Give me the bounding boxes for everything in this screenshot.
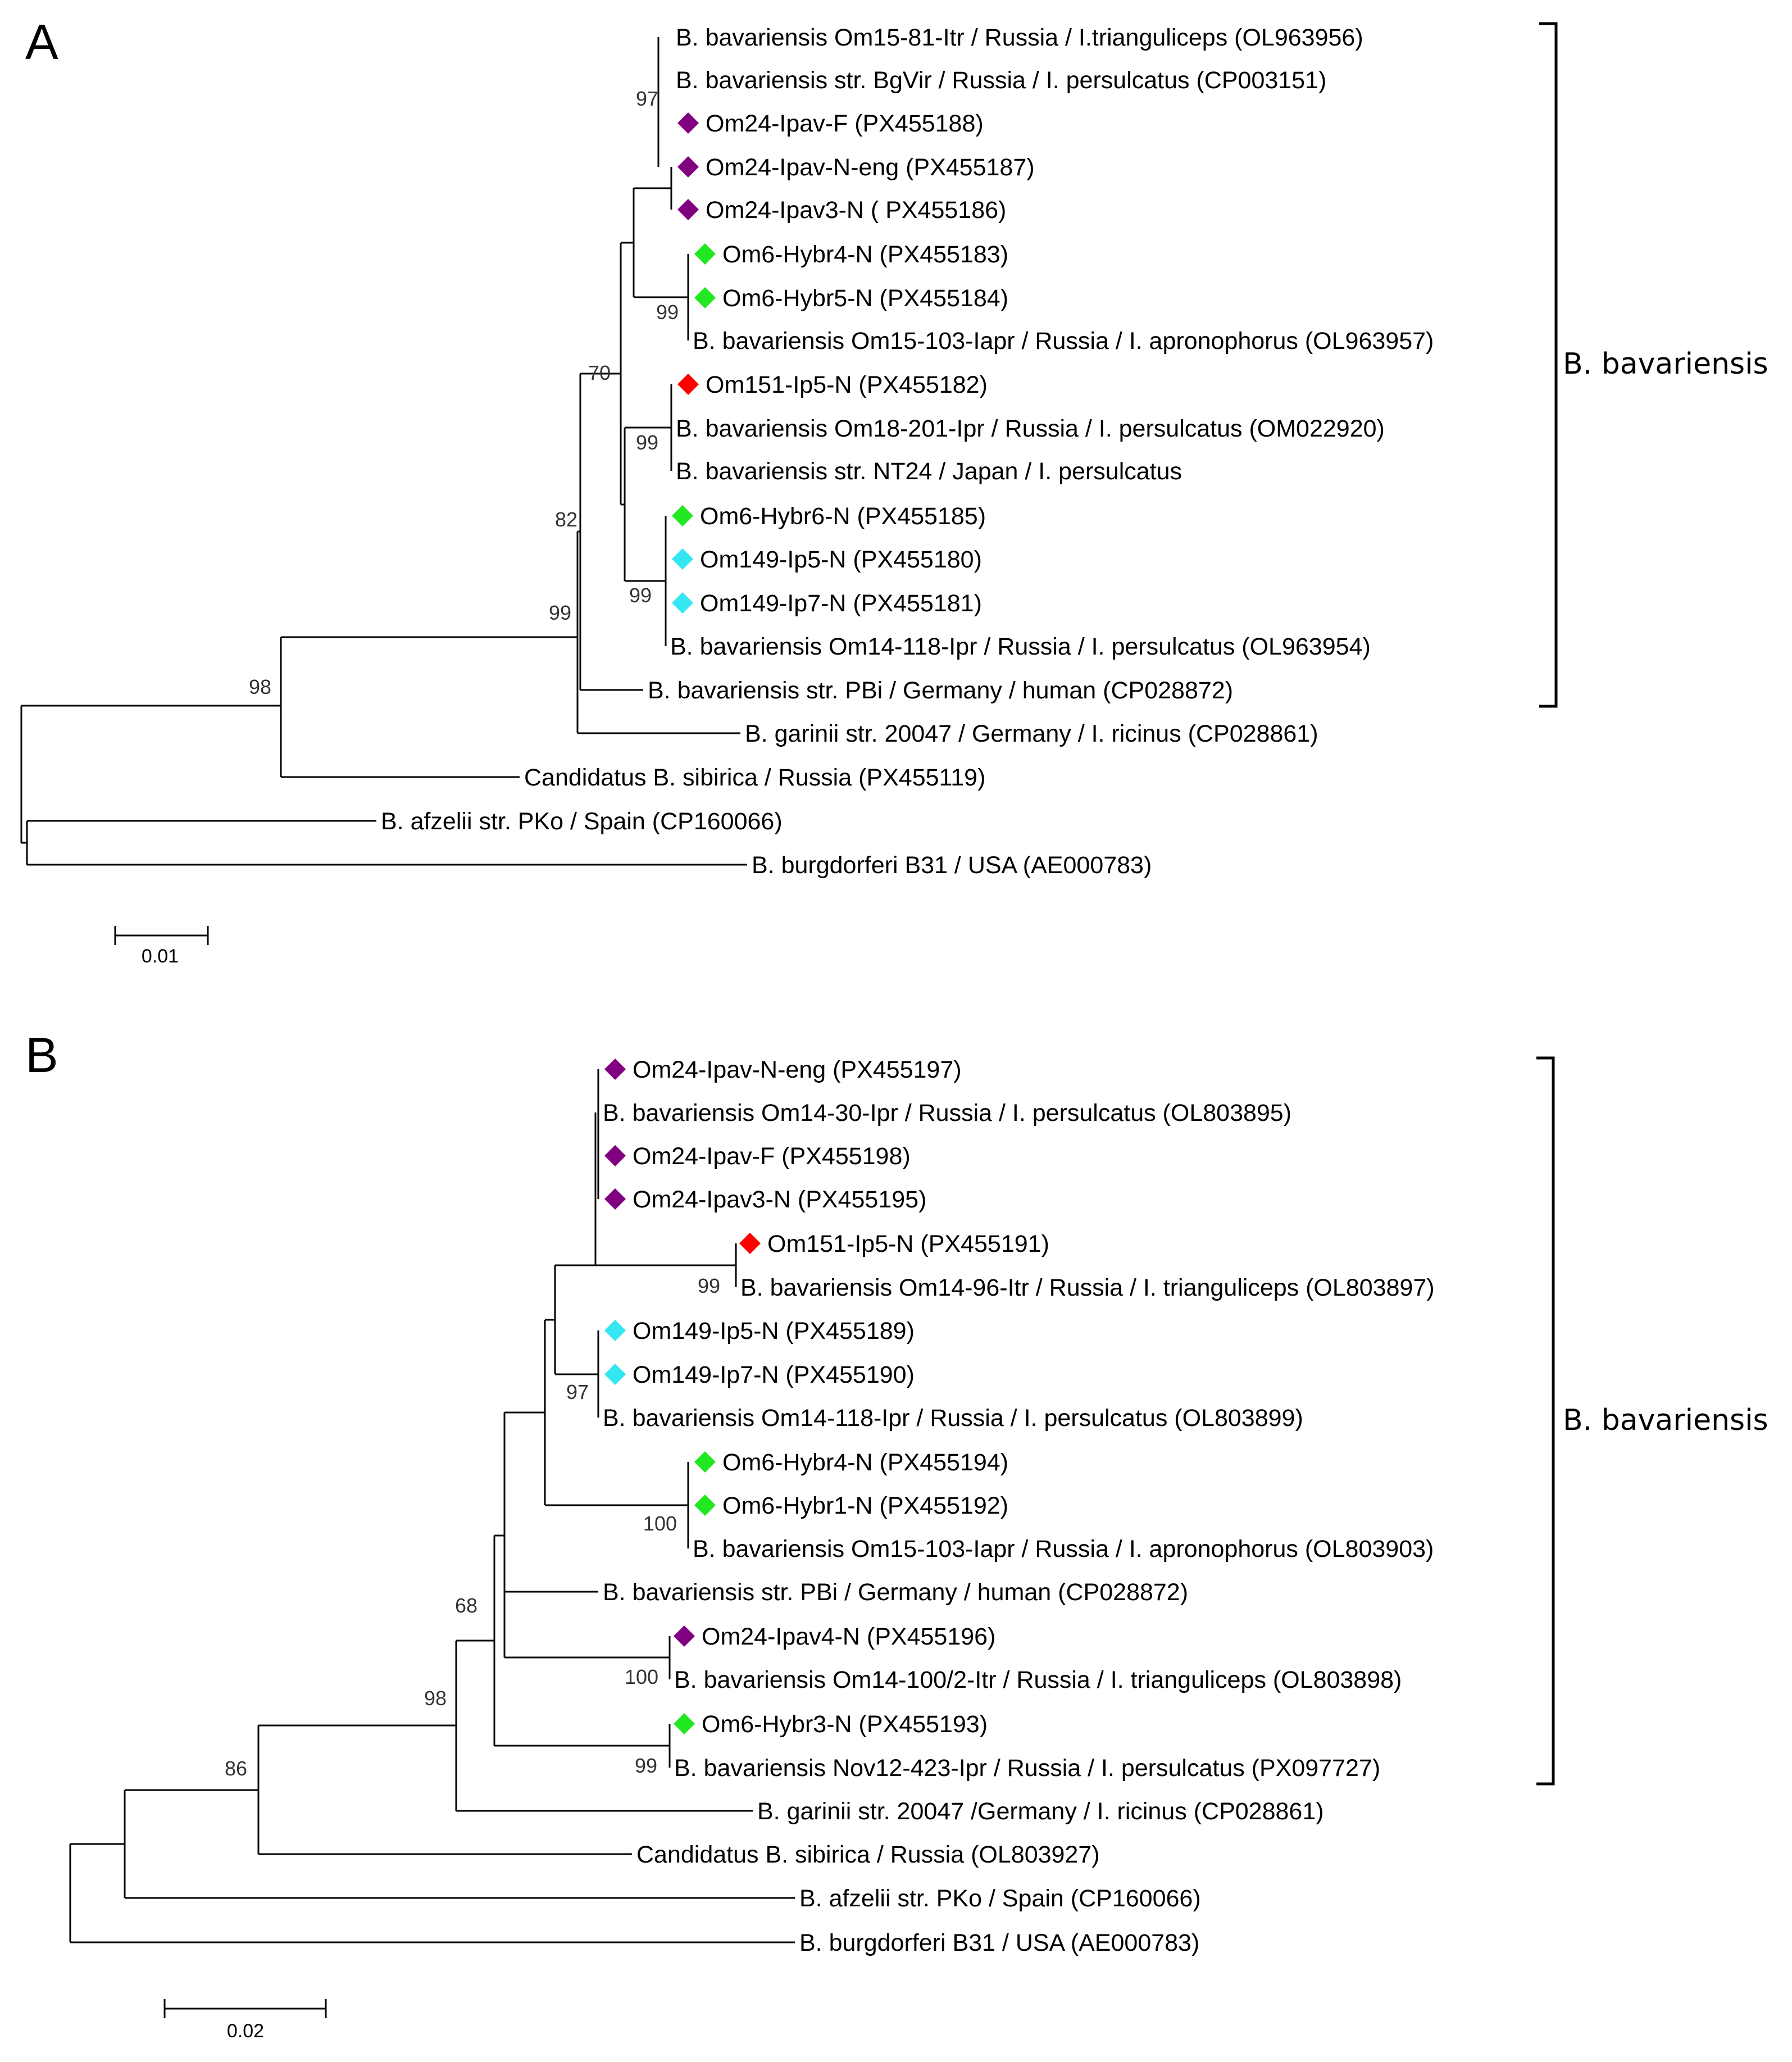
leaf-label: B. bavariensis Om15-81-Itr / Russia / I.… bbox=[676, 24, 1363, 51]
bootstrap-value: 86 bbox=[225, 1757, 247, 1780]
panel-b-scale-label: 0.02 bbox=[227, 2020, 264, 2042]
leaf-label: B. garinii str. 20047 /Germany / I. rici… bbox=[757, 1798, 1324, 1825]
bootstrap-value: 68 bbox=[455, 1594, 477, 1617]
leaf-label: B. garinii str. 20047 / Germany / I. ric… bbox=[745, 720, 1318, 747]
leaf-label: Om24-Ipav3-N (PX455195) bbox=[633, 1186, 926, 1213]
bootstrap-value: 99 bbox=[656, 301, 679, 324]
bootstrap-value: 100 bbox=[625, 1665, 658, 1688]
leaf-label: Om151-Ip5-N (PX455191) bbox=[767, 1230, 1049, 1257]
green-diamond-marker bbox=[694, 1451, 716, 1473]
bootstrap-value: 98 bbox=[249, 675, 271, 698]
bootstrap-value: 70 bbox=[588, 361, 611, 384]
leaf-label: B. bavariensis Om15-103-Iapr / Russia / … bbox=[693, 1536, 1434, 1563]
panel-b-clade-label: B. bavariensis bbox=[1563, 1404, 1768, 1437]
cyan-diamond-marker bbox=[672, 592, 693, 614]
panel-a-markers bbox=[672, 112, 716, 614]
leaf-label: B. bavariensis str. BgVir / Russia / I. … bbox=[676, 67, 1326, 94]
purple-diamond-marker bbox=[604, 1145, 626, 1166]
bootstrap-value: 82 bbox=[555, 508, 577, 531]
green-diamond-marker bbox=[672, 505, 693, 526]
panel-b-scale-bar: 0.02 bbox=[163, 1999, 327, 2042]
leaf-label: B. bavariensis str. PBi / Germany / huma… bbox=[648, 677, 1233, 704]
leaf-label: Om24-Ipav-F (PX455198) bbox=[633, 1143, 911, 1170]
red-diamond-marker bbox=[739, 1233, 761, 1254]
panel-b-bootstrap-values: 99 97 100 100 99 68 98 86 bbox=[225, 1274, 720, 1780]
purple-diamond-marker bbox=[677, 199, 699, 220]
leaf-label: B. bavariensis Nov12-423-Ipr / Russia / … bbox=[674, 1755, 1380, 1782]
leaf-label: Om24-Ipav-N-eng (PX455187) bbox=[706, 154, 1035, 181]
cyan-diamond-marker bbox=[672, 548, 693, 570]
leaf-label: Om6-Hybr4-N (PX455183) bbox=[722, 241, 1008, 268]
cyan-diamond-marker bbox=[604, 1320, 626, 1341]
panel-a-tree: A B. bavariensis Om15-81-Itr / Russia / … bbox=[20, 14, 1768, 967]
panel-a-leaf-labels: B. bavariensis Om15-81-Itr / Russia / I.… bbox=[381, 24, 1434, 879]
panel-a-branches bbox=[20, 37, 747, 866]
leaf-label: B. bavariensis Om18-201-Ipr / Russia / I… bbox=[676, 415, 1385, 442]
leaf-label: Om24-Ipav-F (PX455188) bbox=[706, 110, 984, 137]
leaf-label: Om149-Ip5-N (PX455180) bbox=[700, 546, 982, 573]
panel-a-letter: A bbox=[25, 14, 58, 70]
green-diamond-marker bbox=[694, 243, 716, 265]
purple-diamond-marker bbox=[604, 1188, 626, 1210]
leaf-label: Om149-Ip5-N (PX455189) bbox=[633, 1318, 915, 1345]
leaf-label: Om149-Ip7-N (PX455190) bbox=[633, 1361, 915, 1388]
leaf-label: Om24-Ipav4-N (PX455196) bbox=[702, 1623, 995, 1650]
leaf-label: Om6-Hybr3-N (PX455193) bbox=[702, 1711, 988, 1738]
bootstrap-value: 100 bbox=[643, 1512, 677, 1535]
bootstrap-value: 99 bbox=[549, 601, 571, 624]
purple-diamond-marker bbox=[674, 1625, 695, 1647]
bootstrap-value: 97 bbox=[636, 87, 658, 110]
bootstrap-value: 99 bbox=[636, 431, 658, 454]
panel-a-scale-label: 0.01 bbox=[142, 946, 179, 967]
purple-diamond-marker bbox=[604, 1059, 626, 1080]
leaf-label: B. bavariensis Om14-30-Ipr / Russia / I.… bbox=[603, 1100, 1291, 1127]
bootstrap-value: 99 bbox=[635, 1754, 657, 1777]
bootstrap-value: 99 bbox=[629, 584, 652, 607]
bootstrap-value: 98 bbox=[424, 1687, 447, 1710]
cyan-diamond-marker bbox=[604, 1364, 626, 1385]
leaf-label: B. bavariensis Om14-118-Ipr / Russia / I… bbox=[603, 1405, 1303, 1432]
green-diamond-marker bbox=[694, 1495, 716, 1516]
leaf-label: Om6-Hybr1-N (PX455192) bbox=[722, 1492, 1008, 1519]
panel-a-clade-bracket bbox=[1539, 22, 1558, 708]
leaf-label: B. burgdorferi B31 / USA (AE000783) bbox=[752, 852, 1152, 879]
purple-diamond-marker bbox=[677, 156, 699, 178]
leaf-label: B. bavariensis str. PBi / Germany / huma… bbox=[603, 1579, 1188, 1606]
leaf-label: Candidatus B. sibirica / Russia (OL80392… bbox=[636, 1841, 1100, 1868]
leaf-label: Candidatus B. sibirica / Russia (PX45511… bbox=[524, 764, 985, 791]
green-diamond-marker bbox=[674, 1713, 695, 1734]
bootstrap-value: 97 bbox=[566, 1380, 589, 1404]
red-diamond-marker bbox=[677, 374, 699, 395]
leaf-label: Om24-Ipav-N-eng (PX455197) bbox=[633, 1056, 962, 1083]
leaf-label: B. bavariensis Om14-118-Ipr / Russia / I… bbox=[670, 633, 1371, 660]
purple-diamond-marker bbox=[677, 112, 699, 134]
panel-a-bootstrap-values: 97 99 70 99 99 82 99 98 bbox=[249, 87, 679, 698]
panel-a-clade-label: B. bavariensis bbox=[1563, 347, 1768, 381]
leaf-label: Om6-Hybr6-N (PX455185) bbox=[700, 503, 986, 530]
leaf-label: B. bavariensis Om14-100/2-Itr / Russia /… bbox=[674, 1666, 1402, 1693]
leaf-label: B. bavariensis Om14-96-Itr / Russia / I.… bbox=[740, 1274, 1435, 1301]
leaf-label: B. afzelii str. PKo / Spain (CP160066) bbox=[381, 808, 783, 835]
leaf-label: Om6-Hybr5-N (PX455184) bbox=[722, 285, 1008, 312]
leaf-label: B. afzelii str. PKo / Spain (CP160066) bbox=[799, 1885, 1201, 1912]
leaf-label: Om24-Ipav3-N ( PX455186) bbox=[706, 197, 1006, 224]
green-diamond-marker bbox=[694, 287, 716, 308]
leaf-label: Om151-Ip5-N (PX455182) bbox=[706, 371, 988, 398]
leaf-label: B. bavariensis Om15-103-Iapr / Russia / … bbox=[693, 328, 1434, 355]
bootstrap-value: 99 bbox=[698, 1274, 720, 1297]
leaf-label: Om6-Hybr4-N (PX455194) bbox=[722, 1449, 1008, 1476]
leaf-label: B. bavariensis str. NT24 / Japan / I. pe… bbox=[676, 458, 1182, 485]
panel-b-clade-bracket bbox=[1536, 1056, 1555, 1786]
leaf-label: Om149-Ip7-N (PX455181) bbox=[700, 590, 982, 617]
panel-b-letter: B bbox=[25, 1027, 58, 1083]
panel-b-leaf-labels: Om24-Ipav-N-eng (PX455197) B. bavariensis… bbox=[603, 1056, 1435, 1956]
panel-b-tree: B Om24-Ipav-N-eng (PX455197) B. bavariens… bbox=[25, 1027, 1768, 2042]
panel-b-markers bbox=[604, 1059, 761, 1734]
leaf-label: B. burgdorferi B31 / USA (AE000783) bbox=[799, 1929, 1199, 1956]
panel-b-branches bbox=[69, 1069, 795, 1943]
panel-a-scale-bar: 0.01 bbox=[114, 926, 209, 967]
